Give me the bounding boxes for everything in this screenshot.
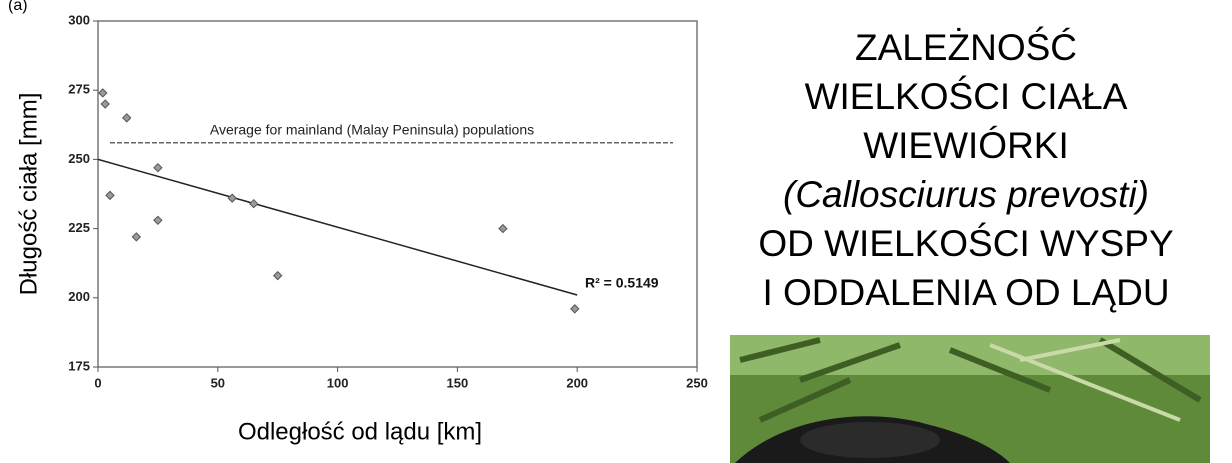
reference-label: Average for mainland (Malay Peninsula) p… [210, 121, 534, 137]
y-tick-label: 300 [68, 12, 90, 27]
x-tick-label: 0 [94, 375, 101, 390]
point [98, 88, 108, 98]
point [122, 113, 132, 123]
point [570, 304, 580, 314]
x-tick-label: 200 [566, 375, 588, 390]
slide-title-line: I ODDALENIA OD LĄDU [762, 272, 1169, 313]
point [272, 270, 283, 281]
point [153, 162, 163, 173]
slide-title-line: WIEWIÓRKI [863, 125, 1069, 166]
y-tick-label: 225 [68, 220, 90, 235]
slide-title-line: (Callosciurus prevosti) [783, 174, 1149, 215]
panel-label: (a) [8, 0, 28, 14]
y-tick-label: 250 [68, 151, 90, 166]
x-tick-label: 250 [686, 375, 708, 390]
point [105, 190, 115, 201]
point [227, 193, 237, 203]
y-axis-label: Długość ciała [mm] [15, 93, 42, 296]
x-tick-label: 50 [211, 375, 225, 390]
y-tick-label: 275 [68, 82, 90, 97]
point [249, 198, 259, 209]
r-squared-label: R² = 0.5149 [585, 275, 659, 291]
x-tick-label: 100 [327, 375, 349, 390]
y-tick-label: 200 [68, 289, 90, 304]
x-tick-label: 150 [447, 375, 469, 390]
slide-title-line: WIELKOŚCI CIAŁA [805, 75, 1128, 117]
x-axis-label: Odległość od lądu [km] [238, 418, 482, 445]
plot-frame [97, 20, 698, 368]
trendline [97, 158, 578, 296]
point [153, 215, 163, 226]
slide-title-line: ZALEŻNOŚĆ [855, 26, 1077, 68]
point [498, 223, 508, 234]
point [100, 99, 110, 109]
photo [730, 335, 1210, 463]
y-tick-label: 175 [68, 358, 90, 373]
slide-title-line: OD WIELKOŚCI WYSPY [758, 222, 1173, 264]
point [131, 232, 142, 242]
